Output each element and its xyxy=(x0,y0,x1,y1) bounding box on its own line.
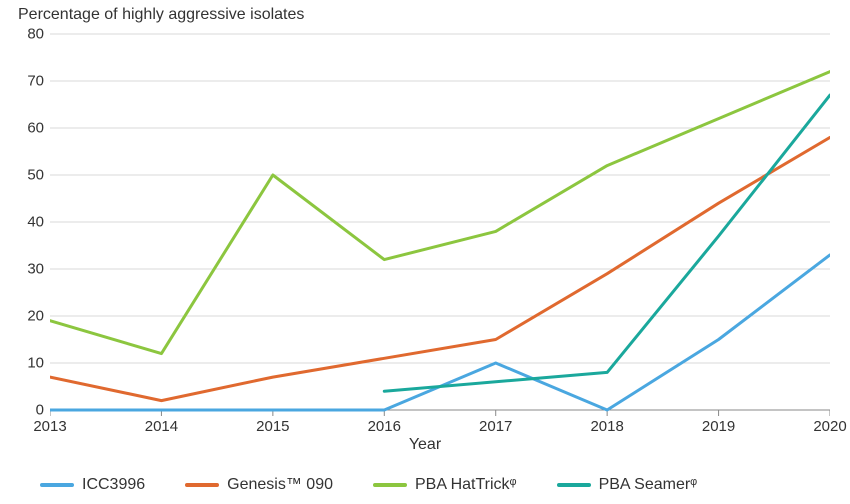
plot-area: 01020304050607080 2013201420152016201720… xyxy=(50,30,830,430)
y-tick-label: 0 xyxy=(36,402,44,419)
legend-label: PBA HatTrickᵠ xyxy=(415,476,517,494)
x-tick-label: 2020 xyxy=(813,418,846,435)
y-axis-title: Percentage of highly aggressive isolates xyxy=(18,6,304,24)
y-tick-label: 10 xyxy=(27,355,44,372)
x-tick-label: 2018 xyxy=(590,418,623,435)
line-chart: Percentage of highly aggressive isolates… xyxy=(0,0,850,504)
y-tick-label: 60 xyxy=(27,120,44,137)
legend-label: PBA Seamerᵠ xyxy=(599,476,698,494)
legend-label: ICC3996 xyxy=(82,476,145,494)
y-tick-label: 50 xyxy=(27,167,44,184)
y-tick-label: 70 xyxy=(27,73,44,90)
x-tick-label: 2014 xyxy=(145,418,178,435)
legend-item: PBA Seamerᵠ xyxy=(557,476,698,494)
legend-swatch xyxy=(557,483,591,487)
legend-label: Genesis™ 090 xyxy=(227,476,333,494)
legend-item: PBA HatTrickᵠ xyxy=(373,476,517,494)
y-tick-label: 30 xyxy=(27,261,44,278)
x-tick-label: 2017 xyxy=(479,418,512,435)
x-tick-label: 2013 xyxy=(33,418,66,435)
legend-swatch xyxy=(373,483,407,487)
legend-item: ICC3996 xyxy=(40,476,145,494)
y-tick-label: 20 xyxy=(27,308,44,325)
legend-item: Genesis™ 090 xyxy=(185,476,333,494)
x-tick-label: 2019 xyxy=(702,418,735,435)
x-tick-label: 2015 xyxy=(256,418,289,435)
legend-swatch xyxy=(185,483,219,487)
x-axis-title: Year xyxy=(0,436,850,454)
x-tick-label: 2016 xyxy=(368,418,401,435)
legend: ICC3996 Genesis™ 090 PBA HatTrickᵠ PBA Seam… xyxy=(40,476,830,494)
y-tick-label: 80 xyxy=(27,26,44,43)
legend-swatch xyxy=(40,483,74,487)
y-tick-label: 40 xyxy=(27,214,44,231)
series-line xyxy=(50,72,830,354)
